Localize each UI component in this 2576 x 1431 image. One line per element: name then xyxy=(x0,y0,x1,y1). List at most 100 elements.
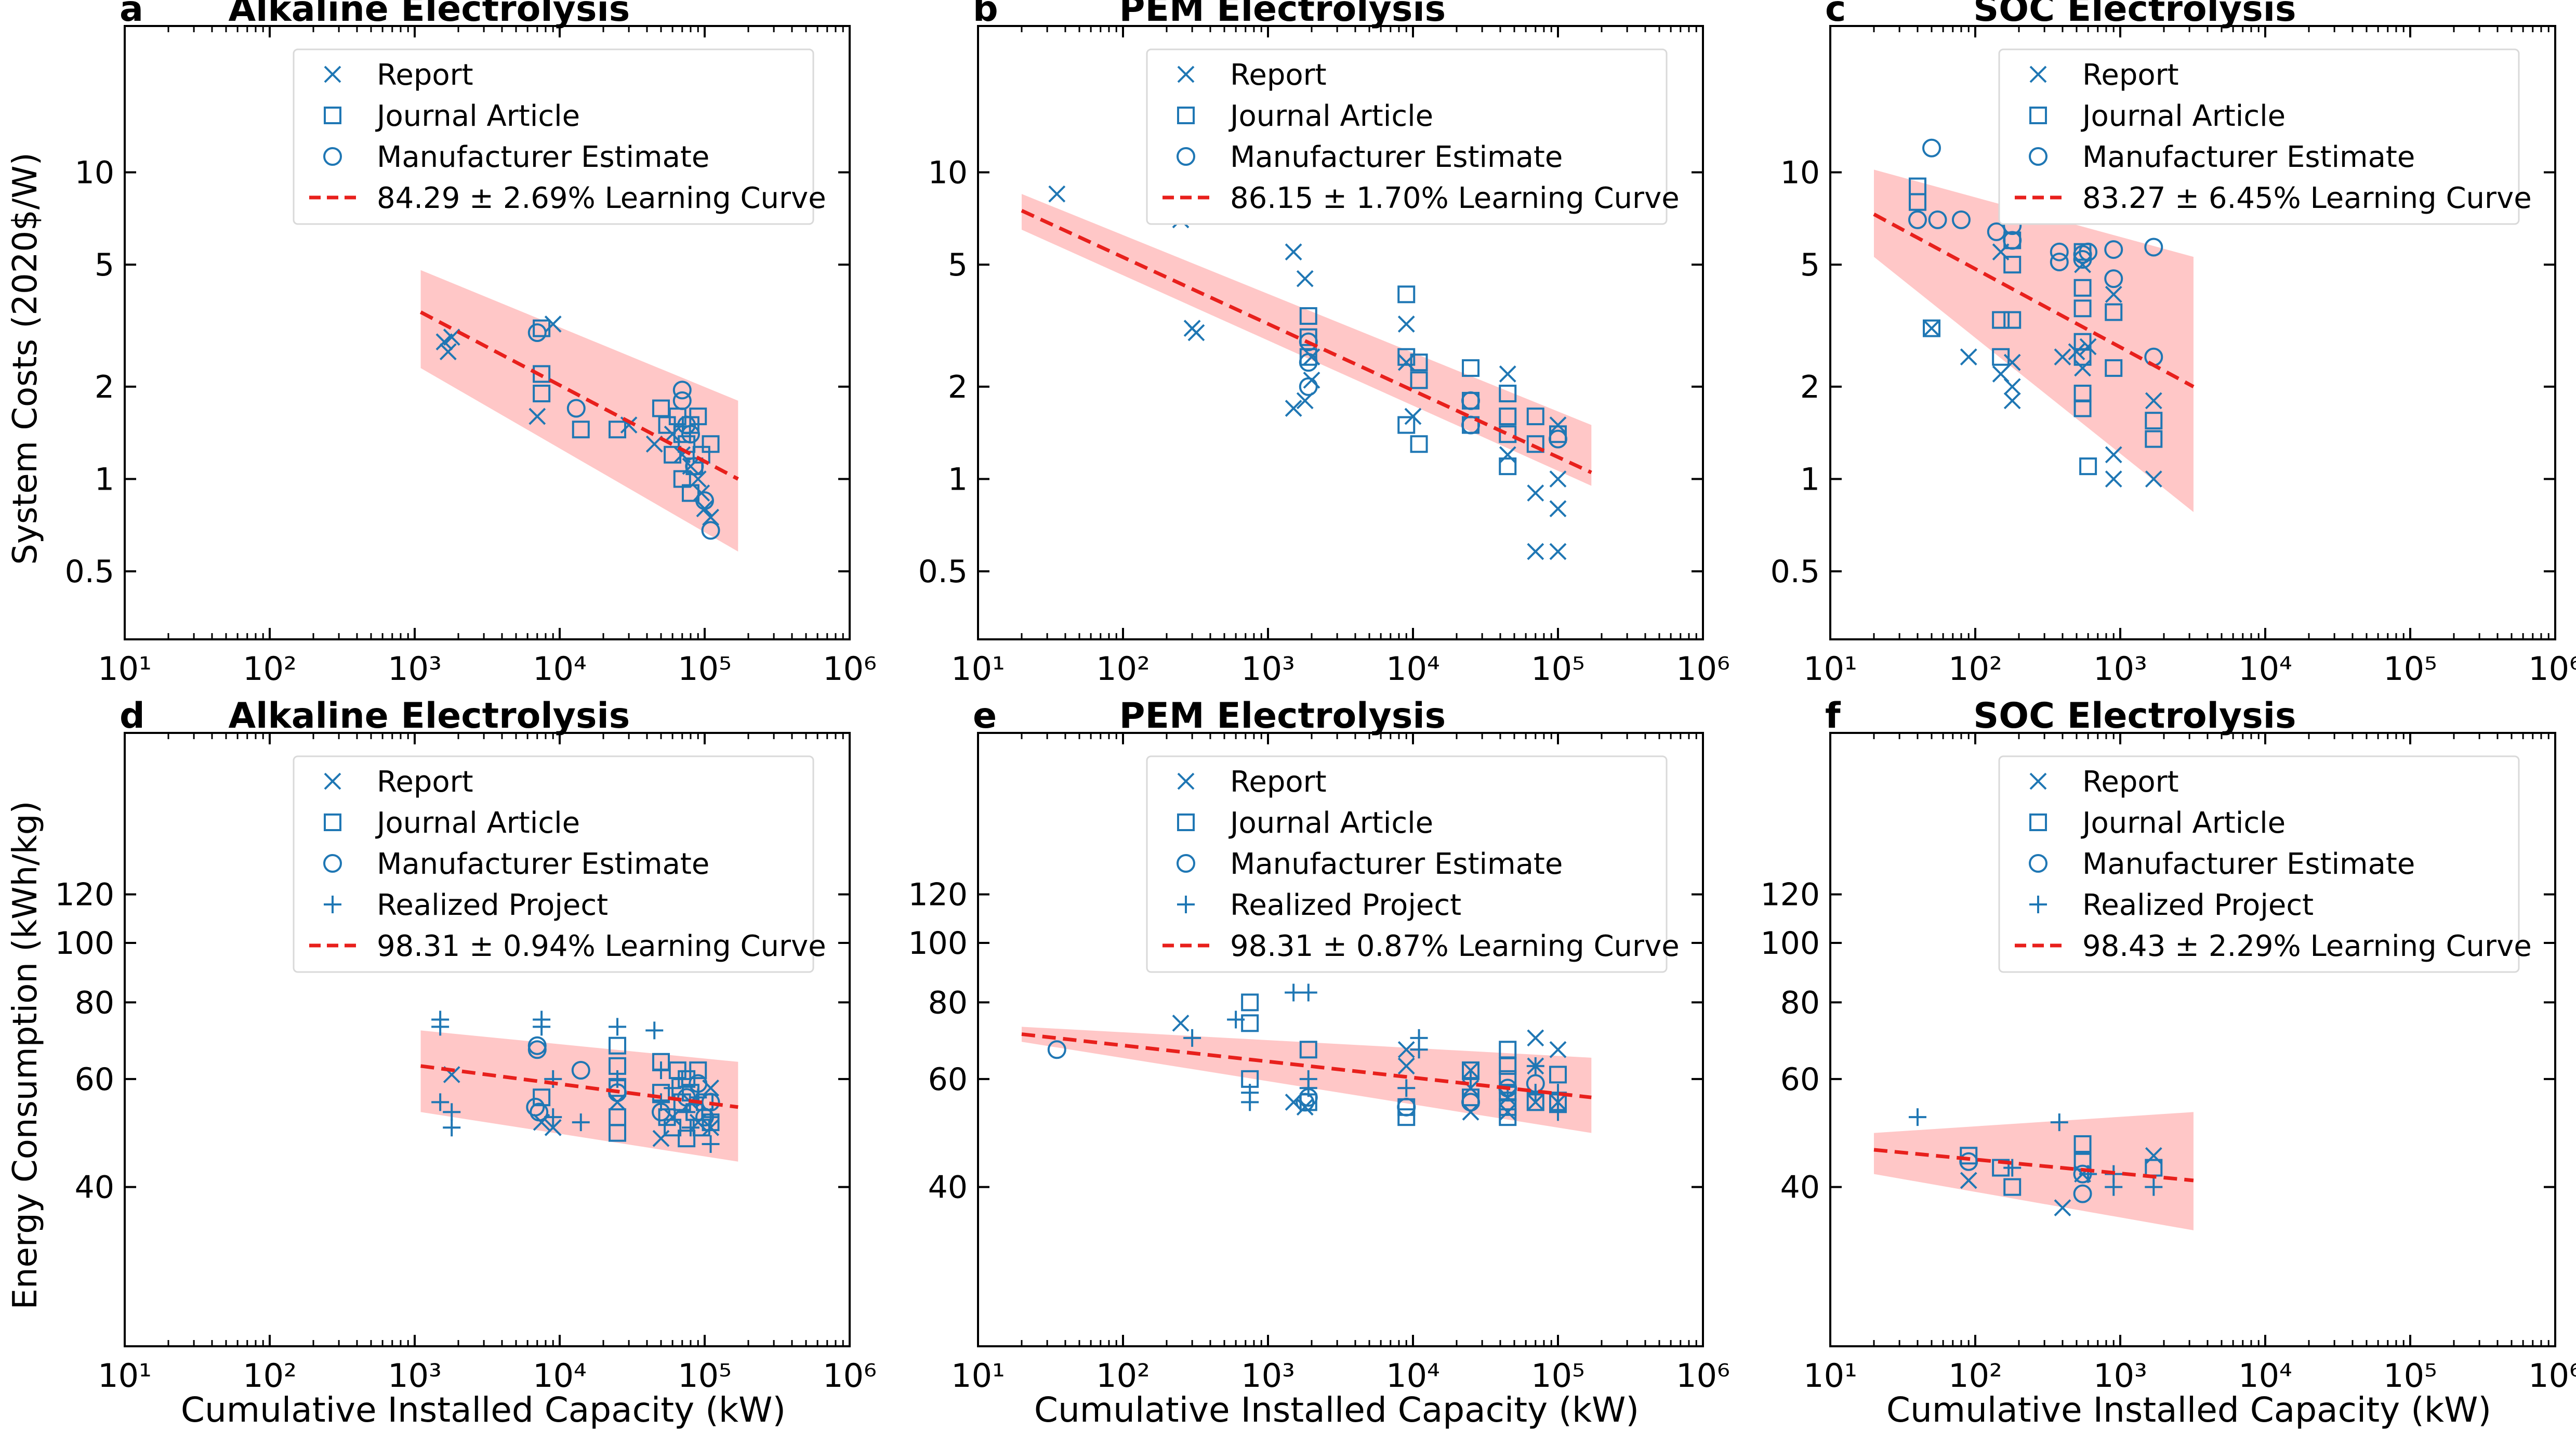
data-point-plus xyxy=(678,1103,696,1121)
data-point-x xyxy=(1499,1103,1516,1121)
panel-letter: a xyxy=(120,0,143,30)
chart-title: PEM Electrolysis xyxy=(1119,695,1446,737)
x-tick-label: 10¹ xyxy=(1803,650,1857,688)
data-point-plus xyxy=(702,1108,720,1126)
legend-label: Realized Project xyxy=(1230,888,1461,922)
x-tick-label: 10⁶ xyxy=(2528,650,2576,688)
x-tick-label: 10⁴ xyxy=(533,650,587,688)
y-tick-label: 120 xyxy=(908,877,968,913)
y-tick-label: 1 xyxy=(948,462,968,498)
data-point-circle xyxy=(1959,1152,1978,1171)
chart-title: SOC Electrolysis xyxy=(1973,0,2296,30)
x-tick-label: 10⁵ xyxy=(1531,1357,1585,1395)
x-tick-label: 10¹ xyxy=(951,650,1005,688)
data-point-x xyxy=(1549,500,1567,518)
data-point-x xyxy=(1397,1041,1415,1058)
y-tick-label: 100 xyxy=(55,925,114,962)
data-point-x xyxy=(1285,243,1302,261)
data-point-circle xyxy=(677,415,696,435)
data-point-square xyxy=(2105,359,2123,377)
data-point-square xyxy=(1499,408,1517,426)
legend-label: 84.29 ± 2.69% Learning Curve xyxy=(377,181,826,215)
data-point-circle xyxy=(1296,1093,1315,1112)
legend-marker-x xyxy=(2029,772,2047,790)
data-point-square xyxy=(1241,993,1259,1012)
data-point-square xyxy=(1241,1014,1259,1032)
data-point-circle xyxy=(1461,391,1481,410)
data-point-square xyxy=(1526,408,1544,426)
data-point-x xyxy=(1499,365,1516,383)
x-tick-label: 10⁶ xyxy=(823,650,877,688)
data-point-plus xyxy=(431,1018,450,1036)
data-point-square xyxy=(2145,430,2163,448)
legend-label: Manufacturer Estimate xyxy=(1230,140,1563,174)
data-point-square xyxy=(1499,1108,1517,1126)
legend-marker-square xyxy=(2029,107,2047,124)
data-point-x xyxy=(1923,320,1940,337)
data-point-x xyxy=(544,1119,562,1136)
x-axis-label-c: Cumulative Installed Capacity (kW) xyxy=(1886,1390,2491,1430)
y-tick-label: 80 xyxy=(928,984,968,1021)
data-point-circle xyxy=(571,1061,590,1080)
panel-c: 10¹ 10² 10³ 10⁴ 10⁵ 10⁶ 0.5 1 2 5 10 SOC Electrolys… xyxy=(1771,0,2576,688)
data-point-x xyxy=(2105,285,2122,303)
data-point-plus xyxy=(1299,983,1317,1002)
data-point-plus xyxy=(1462,1070,1480,1088)
x-tick-label: 10⁵ xyxy=(678,1357,732,1395)
plot-area-c xyxy=(1873,138,2195,513)
legend-marker-plus xyxy=(2029,896,2047,913)
data-point-plus xyxy=(2079,1165,2097,1183)
legend-label: Manufacturer Estimate xyxy=(2082,140,2415,174)
data-point-square xyxy=(2145,412,2163,430)
data-point-circle xyxy=(1299,332,1318,351)
data-point-square xyxy=(2073,1135,2092,1153)
data-point-square xyxy=(2003,311,2022,329)
x-axis-label-b: Cumulative Installed Capacity (kW) xyxy=(1034,1390,1639,1430)
plot-area-a xyxy=(419,270,739,552)
x-tick-label: 10¹ xyxy=(1803,1357,1857,1395)
data-point-circle xyxy=(2144,238,2163,257)
data-point-square xyxy=(1960,1147,1978,1165)
legend-label: Report xyxy=(1230,765,1327,799)
x-tick-label: 10⁴ xyxy=(1386,1357,1440,1395)
data-point-circle xyxy=(2050,253,2069,272)
panels: 10¹ 10² 10³ 10⁴ 10⁵ 10⁶ 0.5 1 2 5 10 Alkaline Elect… xyxy=(55,0,2576,1395)
y-tick-label: 5 xyxy=(1800,247,1820,283)
data-point-square xyxy=(2073,279,2092,297)
data-point-x xyxy=(529,408,546,425)
x-tick-label: 10⁴ xyxy=(1386,650,1440,688)
data-point-x xyxy=(2079,338,2097,356)
legend-label: Report xyxy=(2082,58,2179,92)
data-point-square xyxy=(1499,385,1517,403)
data-point-x xyxy=(1499,446,1516,464)
data-point-plus xyxy=(2003,1159,2022,1177)
data-point-circle xyxy=(1299,377,1318,396)
legend-marker-circle xyxy=(1177,147,1195,166)
legend-marker-square xyxy=(1177,107,1195,124)
data-point-plus xyxy=(1241,1093,1259,1111)
data-point-x xyxy=(1549,1041,1567,1058)
data-point-x xyxy=(1549,1094,1567,1111)
y-tick-label: 5 xyxy=(95,247,114,283)
y-tick-label: 1 xyxy=(95,462,114,498)
legend-label: Report xyxy=(1230,58,1327,92)
data-point-square xyxy=(2105,303,2123,321)
data-point-x xyxy=(1527,543,1544,560)
axes-frame xyxy=(977,732,1704,1347)
data-point-plus xyxy=(1285,983,1303,1002)
y-tick-label: 40 xyxy=(75,1170,114,1206)
data-point-square xyxy=(1410,353,1428,372)
data-point-circle xyxy=(1951,210,1971,229)
data-point-square xyxy=(533,365,551,383)
data-point-circle xyxy=(1922,138,1941,157)
y-tick-label: 1 xyxy=(1800,462,1820,498)
x-tick-label: 10³ xyxy=(2093,650,2147,688)
data-point-x xyxy=(1187,324,1205,342)
data-point-x xyxy=(2054,1199,2071,1216)
data-point-plus xyxy=(664,1079,682,1097)
data-point-plus xyxy=(1549,1103,1567,1121)
data-point-plus xyxy=(681,1119,699,1137)
data-point-plus xyxy=(645,1021,664,1040)
data-point-square xyxy=(1549,1066,1567,1084)
